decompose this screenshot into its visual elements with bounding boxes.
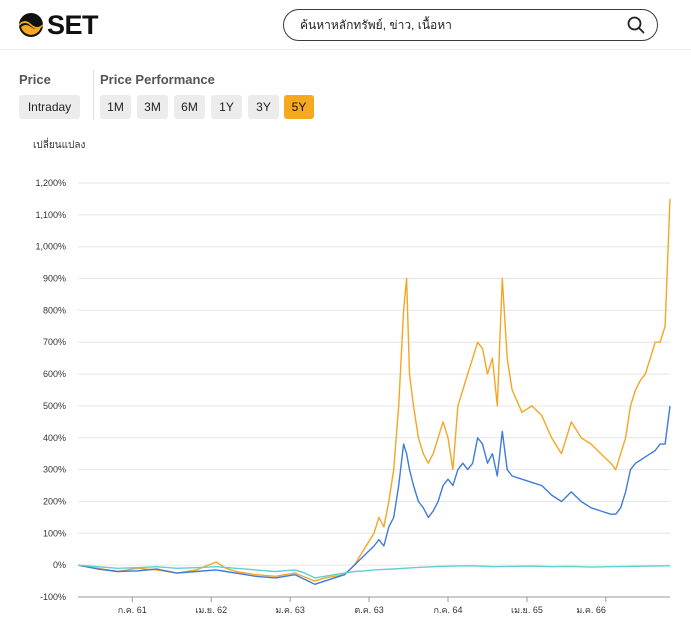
chart-series <box>77 198 671 585</box>
range-button-1y[interactable]: 1Y <box>211 95 242 119</box>
search-box[interactable] <box>283 9 658 41</box>
range-button-3y[interactable]: 3Y <box>248 95 279 119</box>
x-tick-label: เม.ย. 62 <box>195 605 227 615</box>
y-tick-label: 1,000% <box>35 242 66 252</box>
y-tick-label: 100% <box>43 528 66 538</box>
performance-chart: เปลี่ยนแปลง -100% 0% 100% 200% 300% 400% 500% 6… <box>33 137 671 615</box>
range-button-3m[interactable]: 3M <box>137 95 168 119</box>
section-divider <box>93 70 94 120</box>
range-button-1m[interactable]: 1M <box>100 95 131 119</box>
chart-grid <box>78 182 670 598</box>
y-axis-title: เปลี่ยนแปลง <box>33 137 86 151</box>
range-button-6m[interactable]: 6M <box>174 95 205 119</box>
price-section-label: Price <box>19 72 51 87</box>
x-axis-ticks: ก.ค. 61 เม.ย. 62 ม.ค. 63 ต.ค. 63 ก.ค. 64 เม.ย… <box>118 597 607 615</box>
y-tick-label: 600% <box>43 369 66 379</box>
y-tick-label: 400% <box>43 433 66 443</box>
search-input[interactable] <box>300 10 620 40</box>
logo-text: SET <box>47 10 99 40</box>
y-tick-label: 1,200% <box>35 178 66 188</box>
set-logo[interactable]: SET <box>18 10 99 40</box>
y-tick-label: 700% <box>43 337 66 347</box>
intraday-button[interactable]: Intraday <box>19 95 80 119</box>
y-tick-label: 800% <box>43 305 66 315</box>
y-tick-label: 0% <box>53 560 66 570</box>
y-tick-label: 1,100% <box>35 210 66 220</box>
performance-section-label: Price Performance <box>100 72 215 87</box>
series-line-1 <box>77 405 671 585</box>
y-tick-label: 200% <box>43 496 66 506</box>
y-tick-label: -100% <box>40 592 66 602</box>
y-tick-label: 900% <box>43 274 66 284</box>
x-tick-label: ม.ค. 63 <box>275 605 304 615</box>
x-tick-label: ก.ค. 64 <box>434 605 463 615</box>
series-line-2 <box>77 564 671 579</box>
range-button-5y[interactable]: 5Y <box>284 95 314 119</box>
x-tick-label: ต.ค. 63 <box>354 605 383 615</box>
series-line-0 <box>77 198 671 582</box>
y-axis-ticks: -100% 0% 100% 200% 300% 400% 500% 600% 700% 800% 9… <box>35 178 66 602</box>
x-tick-label: เม.ย. 65 <box>511 605 543 615</box>
x-tick-label: ม.ค. 66 <box>576 605 605 615</box>
search-icon[interactable] <box>627 16 645 34</box>
y-tick-label: 300% <box>43 465 66 475</box>
set-logo-icon <box>19 13 43 37</box>
top-header: SET <box>0 0 691 50</box>
y-tick-label: 500% <box>43 401 66 411</box>
x-tick-label: ก.ค. 61 <box>118 605 147 615</box>
